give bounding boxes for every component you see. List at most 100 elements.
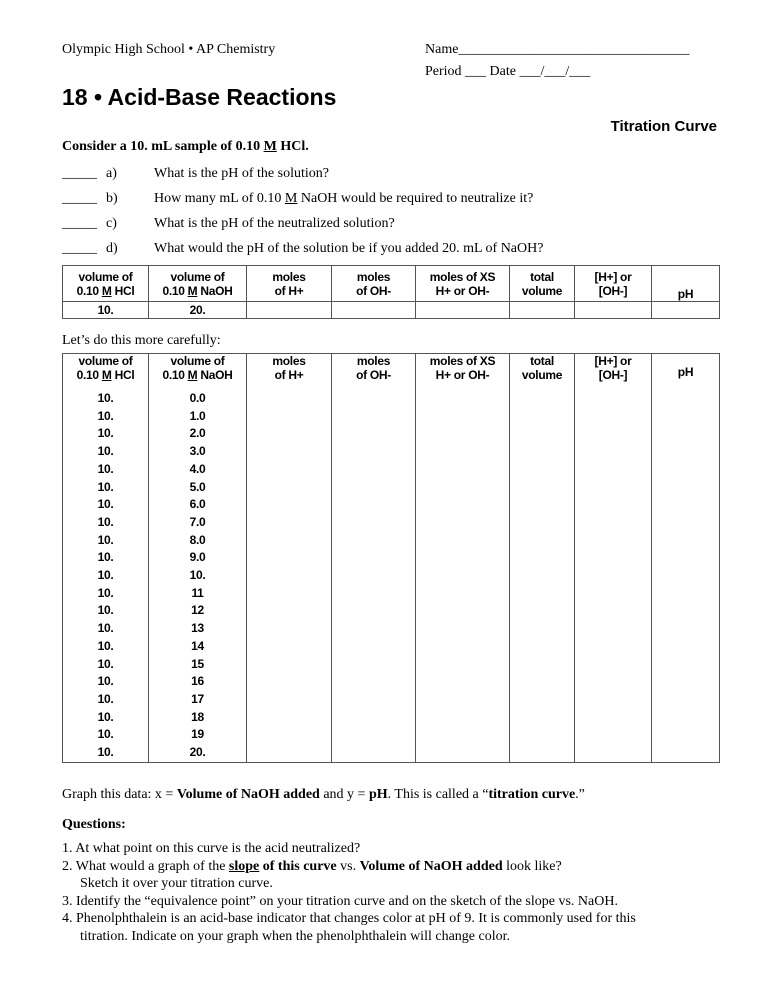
cell-blank[interactable]: [651, 708, 720, 727]
cell-blank[interactable]: [331, 496, 416, 514]
cell-blank[interactable]: [331, 443, 416, 461]
cell-blank[interactable]: [331, 655, 416, 674]
cell-blank[interactable]: [509, 425, 575, 444]
cell-blank[interactable]: [246, 301, 332, 319]
cell-blank[interactable]: [574, 407, 652, 426]
cell-blank[interactable]: [509, 744, 575, 763]
cell-blank[interactable]: [415, 708, 510, 727]
cell-blank[interactable]: [331, 478, 416, 497]
cell-blank[interactable]: [246, 443, 332, 461]
cell-blank[interactable]: [574, 390, 652, 408]
cell-blank[interactable]: [415, 620, 510, 638]
cell-blank[interactable]: [509, 584, 575, 603]
cell-blank[interactable]: [509, 690, 575, 709]
cell-blank[interactable]: [415, 637, 510, 656]
cell-blank[interactable]: [331, 673, 416, 691]
cell-blank[interactable]: [415, 443, 510, 461]
cell-blank[interactable]: [331, 301, 416, 319]
cell-blank[interactable]: [509, 726, 575, 745]
cell-blank[interactable]: [246, 407, 332, 426]
cell-blank[interactable]: [331, 567, 416, 585]
cell-blank[interactable]: [331, 407, 416, 426]
cell-blank[interactable]: [246, 584, 332, 603]
cell-blank[interactable]: [415, 726, 510, 745]
cell-blank[interactable]: [415, 478, 510, 497]
cell-blank[interactable]: [246, 478, 332, 497]
cell-blank[interactable]: [331, 708, 416, 727]
cell-blank[interactable]: [574, 584, 652, 603]
cell-blank[interactable]: [331, 531, 416, 550]
cell-blank[interactable]: [574, 708, 652, 727]
cell-blank[interactable]: [574, 655, 652, 674]
cell-blank[interactable]: [246, 390, 332, 408]
cell-blank[interactable]: [574, 496, 652, 514]
cell-blank[interactable]: [331, 690, 416, 709]
cell-blank[interactable]: [651, 443, 720, 461]
cell-blank[interactable]: [415, 496, 510, 514]
cell-blank[interactable]: [651, 425, 720, 444]
cell-blank[interactable]: [415, 531, 510, 550]
answer-blank[interactable]: _____: [62, 166, 97, 181]
cell-blank[interactable]: [415, 673, 510, 691]
cell-blank[interactable]: [651, 744, 720, 763]
cell-blank[interactable]: [651, 496, 720, 514]
cell-blank[interactable]: [246, 690, 332, 709]
answer-blank[interactable]: _____: [62, 216, 97, 231]
cell-blank[interactable]: [574, 673, 652, 691]
cell-blank[interactable]: [246, 744, 332, 763]
cell-blank[interactable]: [574, 460, 652, 479]
cell-blank[interactable]: [331, 744, 416, 763]
cell-blank[interactable]: [246, 726, 332, 745]
cell-blank[interactable]: [651, 726, 720, 745]
cell-blank[interactable]: [574, 567, 652, 585]
cell-blank[interactable]: [415, 744, 510, 763]
cell-blank[interactable]: [415, 513, 510, 532]
cell-blank[interactable]: [331, 425, 416, 444]
cell-blank[interactable]: [509, 513, 575, 532]
cell-blank[interactable]: [415, 567, 510, 585]
cell-blank[interactable]: [574, 637, 652, 656]
cell-blank[interactable]: [246, 460, 332, 479]
cell-blank[interactable]: [246, 673, 332, 691]
cell-blank[interactable]: [651, 478, 720, 497]
cell-blank[interactable]: [246, 531, 332, 550]
cell-blank[interactable]: [331, 513, 416, 532]
cell-blank[interactable]: [509, 390, 575, 408]
cell-blank[interactable]: [331, 549, 416, 568]
cell-blank[interactable]: [246, 708, 332, 727]
cell-blank[interactable]: [574, 602, 652, 621]
cell-blank[interactable]: [509, 708, 575, 727]
cell-blank[interactable]: [331, 726, 416, 745]
cell-blank[interactable]: [509, 602, 575, 621]
cell-blank[interactable]: [415, 584, 510, 603]
cell-blank[interactable]: [331, 460, 416, 479]
cell-blank[interactable]: [574, 301, 652, 319]
cell-blank[interactable]: [415, 407, 510, 426]
cell-blank[interactable]: [415, 602, 510, 621]
cell-blank[interactable]: [574, 531, 652, 550]
cell-blank[interactable]: [509, 496, 575, 514]
cell-blank[interactable]: [331, 620, 416, 638]
cell-blank[interactable]: [574, 549, 652, 568]
cell-blank[interactable]: [415, 301, 510, 319]
cell-blank[interactable]: [574, 513, 652, 532]
cell-blank[interactable]: [651, 567, 720, 585]
cell-blank[interactable]: [331, 602, 416, 621]
cell-blank[interactable]: [331, 390, 416, 408]
cell-blank[interactable]: [509, 478, 575, 497]
cell-blank[interactable]: [246, 513, 332, 532]
cell-blank[interactable]: [651, 390, 720, 408]
cell-blank[interactable]: [509, 637, 575, 656]
cell-blank[interactable]: [651, 407, 720, 426]
cell-blank[interactable]: [574, 744, 652, 763]
cell-blank[interactable]: [415, 425, 510, 444]
cell-blank[interactable]: [651, 549, 720, 568]
cell-blank[interactable]: [651, 637, 720, 656]
cell-blank[interactable]: [509, 407, 575, 426]
cell-blank[interactable]: [509, 549, 575, 568]
cell-blank[interactable]: [651, 301, 720, 319]
cell-blank[interactable]: [509, 460, 575, 479]
cell-blank[interactable]: [415, 655, 510, 674]
period-date-field[interactable]: Period ___ Date ___/___/___: [425, 64, 591, 79]
cell-blank[interactable]: [509, 531, 575, 550]
